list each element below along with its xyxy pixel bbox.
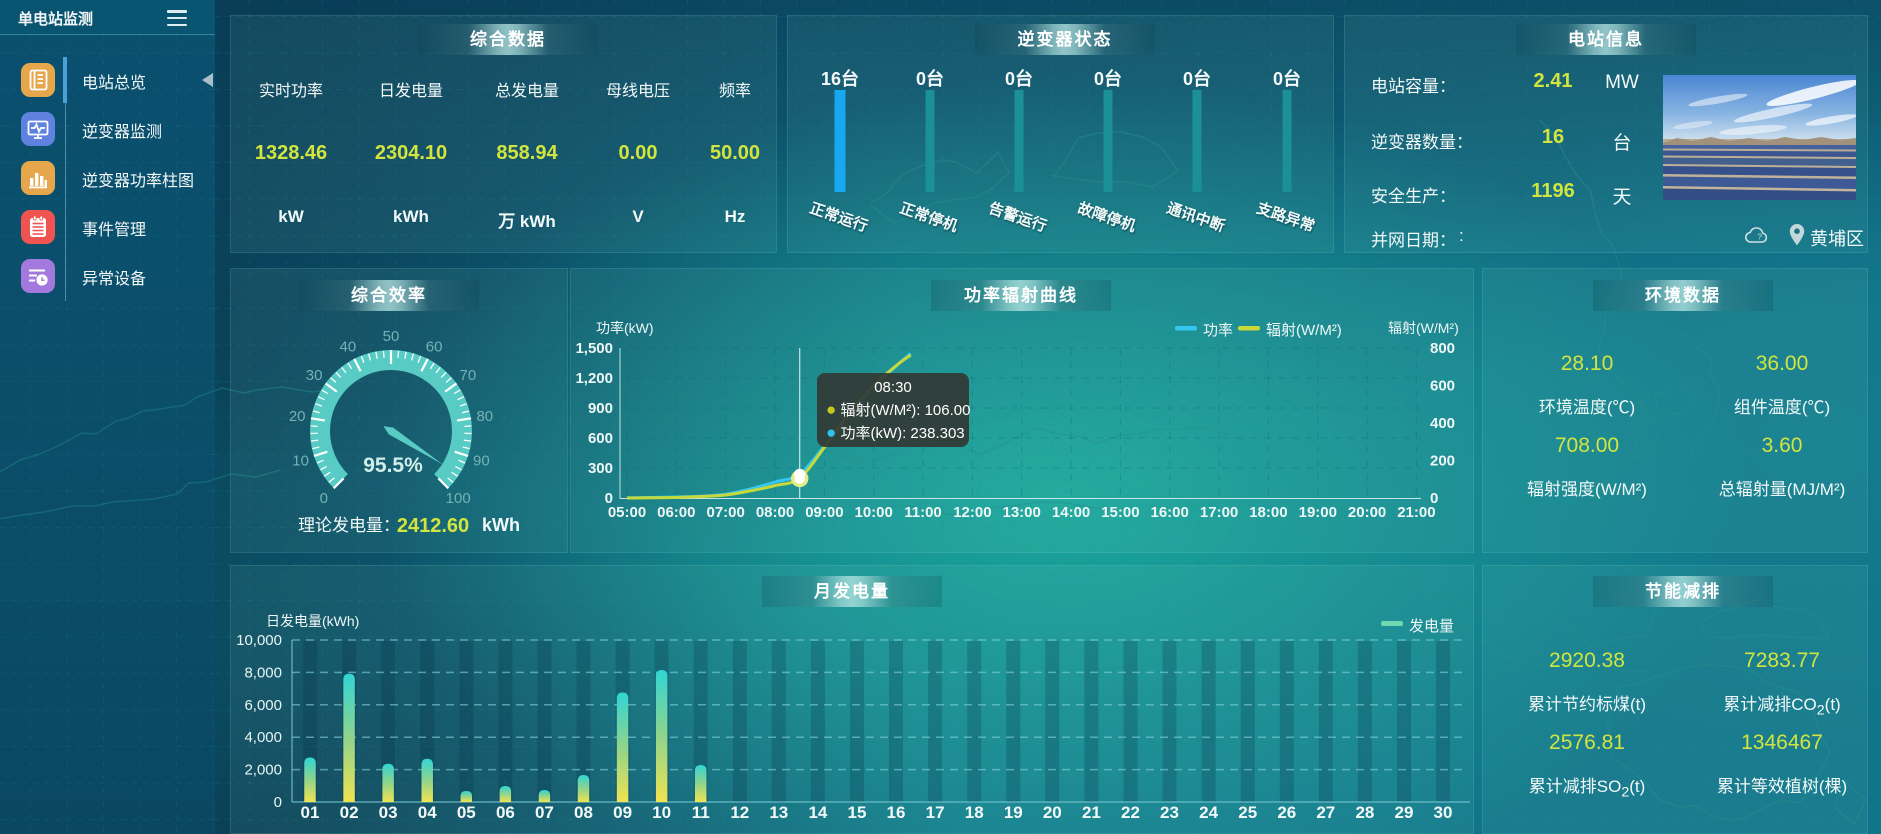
- svg-text:辐射(W/M²): 辐射(W/M²): [1266, 322, 1342, 339]
- svg-text:30: 30: [306, 367, 323, 384]
- svg-text:10: 10: [292, 452, 309, 469]
- svg-text:07:00: 07:00: [707, 504, 745, 521]
- svg-text:06:00: 06:00: [657, 504, 695, 521]
- svg-text:06: 06: [496, 803, 515, 822]
- svg-text:0: 0: [320, 490, 328, 507]
- svg-text:16: 16: [887, 803, 906, 822]
- svg-text:发电量: 发电量: [1409, 618, 1454, 635]
- svg-text:14: 14: [808, 803, 827, 822]
- svg-text:60: 60: [426, 338, 443, 355]
- svg-text:09:00: 09:00: [805, 504, 843, 521]
- svg-text:15:00: 15:00: [1101, 504, 1139, 521]
- svg-text:23: 23: [1160, 803, 1179, 822]
- svg-text:29: 29: [1395, 803, 1414, 822]
- svg-text:18: 18: [965, 803, 984, 822]
- svg-text:14:00: 14:00: [1052, 504, 1090, 521]
- svg-text:03: 03: [379, 803, 398, 822]
- svg-text:11:00: 11:00: [904, 504, 942, 521]
- svg-text:12: 12: [730, 803, 749, 822]
- svg-text:13:00: 13:00: [1003, 504, 1041, 521]
- svg-text:400: 400: [1430, 415, 1455, 432]
- svg-text:6,000: 6,000: [244, 697, 282, 714]
- svg-text:18:00: 18:00: [1249, 504, 1287, 521]
- svg-text:27: 27: [1316, 803, 1335, 822]
- svg-text:8,000: 8,000: [244, 664, 282, 681]
- svg-text:1,200: 1,200: [575, 370, 613, 387]
- svg-text:0: 0: [274, 794, 282, 811]
- svg-text:功率: 功率: [1203, 322, 1233, 339]
- svg-text:1,500: 1,500: [575, 340, 613, 357]
- svg-text:800: 800: [1430, 340, 1455, 357]
- svg-text:20:00: 20:00: [1348, 504, 1386, 521]
- svg-text:15: 15: [848, 803, 867, 822]
- svg-text:20: 20: [289, 408, 306, 425]
- svg-text:10: 10: [652, 803, 671, 822]
- svg-text:2412.60: 2412.60: [397, 515, 469, 537]
- svg-text:24: 24: [1199, 803, 1218, 822]
- svg-text:02: 02: [340, 803, 359, 822]
- svg-text:4,000: 4,000: [244, 729, 282, 746]
- svg-text:17:00: 17:00: [1200, 504, 1238, 521]
- svg-text:2,000: 2,000: [244, 762, 282, 779]
- svg-text:理论发电量：: 理论发电量：: [298, 516, 400, 535]
- svg-text:40: 40: [340, 338, 357, 355]
- svg-text:600: 600: [1430, 378, 1455, 395]
- svg-text:19:00: 19:00: [1299, 504, 1337, 521]
- svg-text:08:00: 08:00: [756, 504, 794, 521]
- svg-text:11: 11: [692, 803, 710, 822]
- svg-text:日发电量(kWh): 日发电量(kWh): [266, 613, 359, 629]
- svg-text:07: 07: [535, 803, 554, 822]
- svg-text:95.5%: 95.5%: [363, 454, 423, 477]
- svg-text:16:00: 16:00: [1151, 504, 1189, 521]
- svg-text:10:00: 10:00: [855, 504, 893, 521]
- svg-text:05: 05: [457, 803, 476, 822]
- svg-text:80: 80: [476, 408, 493, 425]
- svg-text:50: 50: [383, 328, 400, 345]
- svg-text:21: 21: [1082, 803, 1101, 822]
- svg-text:辐射(W/M²): 辐射(W/M²): [1388, 320, 1459, 336]
- svg-text:25: 25: [1238, 803, 1257, 822]
- svg-text:?: ?: [1758, 233, 1763, 242]
- svg-text:05:00: 05:00: [608, 504, 646, 521]
- svg-text:30: 30: [1434, 803, 1453, 822]
- svg-text:0: 0: [1430, 490, 1438, 507]
- svg-text:28: 28: [1355, 803, 1374, 822]
- svg-text:09: 09: [613, 803, 632, 822]
- svg-text:22: 22: [1121, 803, 1140, 822]
- svg-text:20: 20: [1043, 803, 1062, 822]
- svg-text:200: 200: [1430, 453, 1455, 470]
- svg-text:70: 70: [460, 367, 477, 384]
- svg-text:0: 0: [605, 490, 613, 507]
- svg-text:13: 13: [769, 803, 788, 822]
- svg-text:kWh: kWh: [482, 515, 520, 535]
- svg-text:08: 08: [574, 803, 593, 822]
- svg-text:26: 26: [1277, 803, 1296, 822]
- svg-text:600: 600: [588, 430, 613, 447]
- svg-text:300: 300: [588, 460, 613, 477]
- svg-text:功率(kW): 功率(kW): [596, 320, 654, 336]
- svg-text:900: 900: [588, 400, 613, 417]
- svg-text:21:00: 21:00: [1397, 504, 1435, 521]
- svg-text:19: 19: [1004, 803, 1023, 822]
- svg-text:10,000: 10,000: [236, 632, 282, 649]
- svg-text:90: 90: [473, 452, 490, 469]
- svg-text:12:00: 12:00: [953, 504, 991, 521]
- svg-text:01: 01: [301, 803, 320, 822]
- svg-text:04: 04: [418, 803, 437, 822]
- svg-text:100: 100: [446, 490, 471, 507]
- svg-text:17: 17: [926, 803, 945, 822]
